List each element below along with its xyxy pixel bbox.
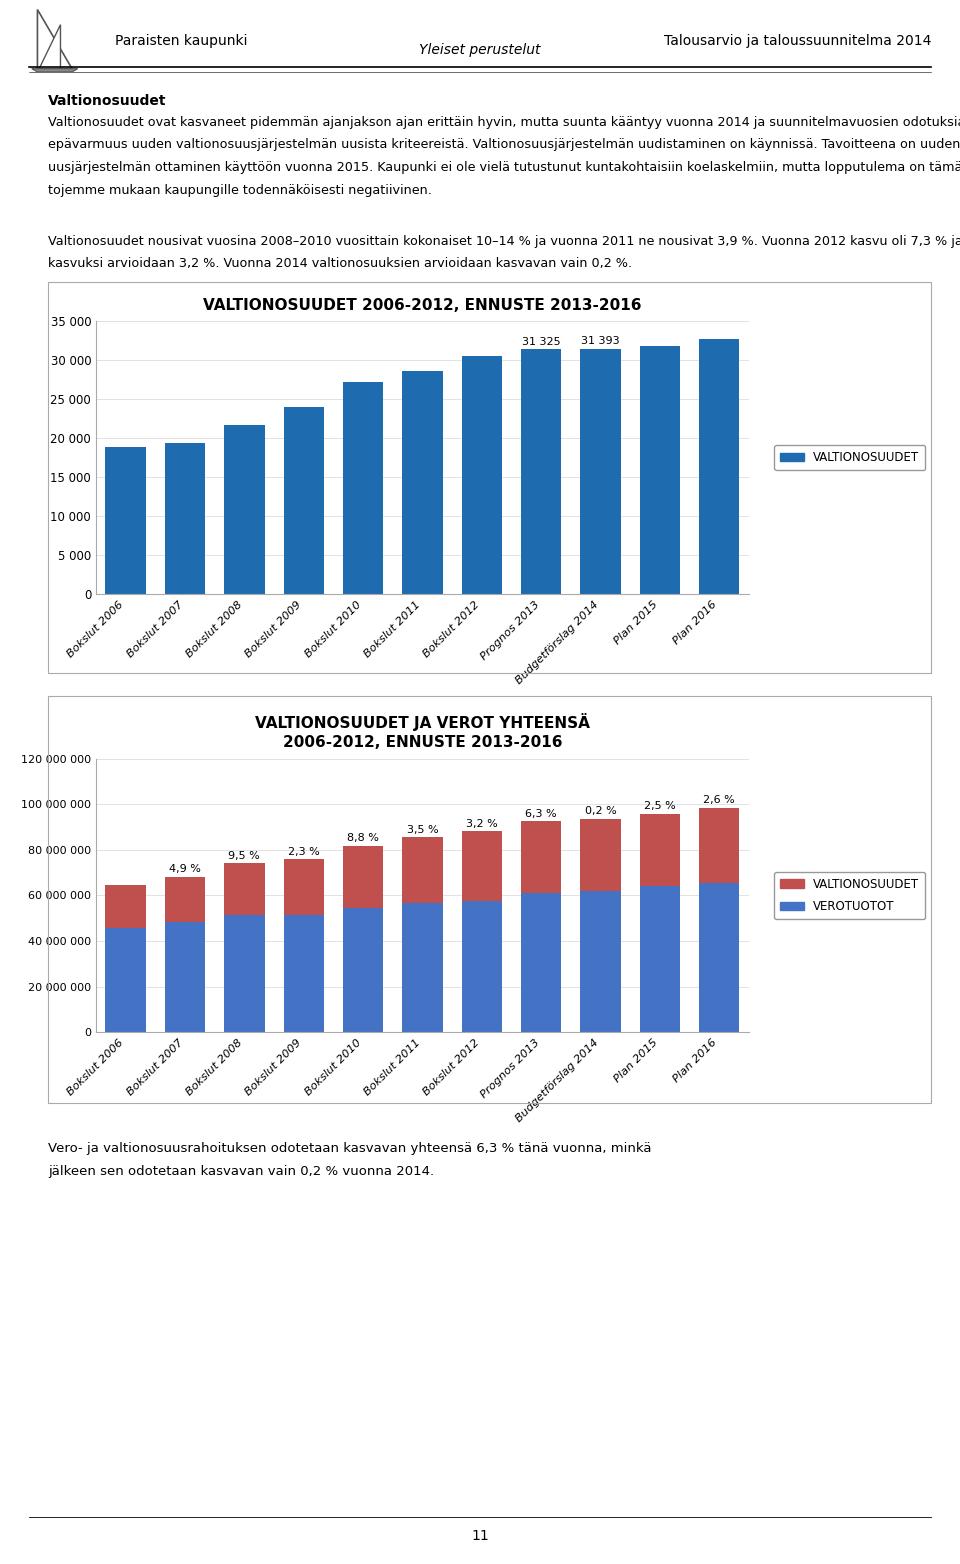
- Text: 8,8 %: 8,8 %: [348, 834, 379, 843]
- Bar: [580, 349, 620, 594]
- Bar: [165, 921, 205, 1032]
- Text: Yleiset perustelut: Yleiset perustelut: [420, 44, 540, 56]
- Text: 11: 11: [471, 1530, 489, 1542]
- Text: 6,3 %: 6,3 %: [525, 809, 557, 818]
- Text: 3,2 %: 3,2 %: [466, 818, 497, 829]
- Bar: [283, 859, 324, 915]
- Bar: [106, 447, 146, 594]
- Bar: [343, 382, 383, 594]
- Bar: [639, 887, 680, 1032]
- Bar: [580, 891, 620, 1032]
- Text: 9,5 %: 9,5 %: [228, 851, 260, 860]
- Text: Valtionosuudet ovat kasvaneet pidemmän ajanjakson ajan erittäin hyvin, mutta suu: Valtionosuudet ovat kasvaneet pidemmän a…: [48, 116, 960, 128]
- Text: 31 325: 31 325: [522, 336, 561, 347]
- Text: 0,2 %: 0,2 %: [585, 807, 616, 816]
- Text: 2,5 %: 2,5 %: [644, 801, 676, 810]
- Text: Valtionosuudet: Valtionosuudet: [48, 94, 166, 108]
- Bar: [402, 371, 443, 594]
- Text: Talousarvio ja taloussuunnitelma 2014: Talousarvio ja taloussuunnitelma 2014: [663, 34, 931, 47]
- Bar: [521, 349, 562, 594]
- Polygon shape: [37, 9, 72, 69]
- Bar: [165, 877, 205, 921]
- Bar: [165, 443, 205, 594]
- Bar: [106, 885, 146, 929]
- Bar: [225, 863, 265, 915]
- Legend: VALTIONOSUUDET, VEROTUOTOT: VALTIONOSUUDET, VEROTUOTOT: [775, 871, 925, 920]
- Text: Valtionosuudet nousivat vuosina 2008–2010 vuosittain kokonaiset 10–14 % ja vuonn: Valtionosuudet nousivat vuosina 2008–201…: [48, 235, 960, 247]
- Bar: [521, 821, 562, 893]
- Text: 31 393: 31 393: [581, 336, 620, 346]
- Bar: [402, 904, 443, 1032]
- Bar: [402, 837, 443, 904]
- Bar: [343, 909, 383, 1032]
- Bar: [699, 807, 739, 882]
- Bar: [283, 407, 324, 594]
- Text: Vero- ja valtionosuusrahoituksen odotetaan kasvavan yhteensä 6,3 % tänä vuonna, : Vero- ja valtionosuusrahoituksen odoteta…: [48, 1142, 652, 1154]
- Polygon shape: [39, 25, 60, 69]
- Text: jälkeen sen odotetaan kasvavan vain 0,2 % vuonna 2014.: jälkeen sen odotetaan kasvavan vain 0,2 …: [48, 1165, 434, 1178]
- Bar: [225, 915, 265, 1032]
- Text: Paraisten kaupunki: Paraisten kaupunki: [115, 34, 248, 47]
- Title: VALTIONOSUUDET 2006-2012, ENNUSTE 2013-2016: VALTIONOSUUDET 2006-2012, ENNUSTE 2013-2…: [204, 297, 641, 313]
- Bar: [521, 893, 562, 1032]
- Bar: [699, 882, 739, 1032]
- Bar: [106, 929, 146, 1032]
- Title: VALTIONOSUUDET JA VEROT YHTEENSÄ
2006-2012, ENNUSTE 2013-2016: VALTIONOSUUDET JA VEROT YHTEENSÄ 2006-20…: [255, 713, 589, 751]
- Polygon shape: [32, 69, 78, 72]
- Text: uusjärjestelmän ottaminen käyttöön vuonna 2015. Kaupunki ei ole vielä tutustunut: uusjärjestelmän ottaminen käyttöön vuonn…: [48, 161, 960, 174]
- Bar: [343, 846, 383, 909]
- Bar: [699, 339, 739, 594]
- Bar: [462, 901, 502, 1032]
- Bar: [283, 915, 324, 1032]
- Legend: VALTIONOSUUDET: VALTIONOSUUDET: [775, 446, 925, 469]
- Bar: [639, 347, 680, 594]
- Text: epävarmuus uuden valtionosuusjärjestelmän uusista kriteereistä. Valtionosuusjärj: epävarmuus uuden valtionosuusjärjestelmä…: [48, 138, 960, 152]
- Text: tojemme mukaan kaupungille todennäköisesti negatiivinen.: tojemme mukaan kaupungille todennäköises…: [48, 183, 432, 197]
- Bar: [639, 813, 680, 887]
- Bar: [580, 820, 620, 891]
- Text: 3,5 %: 3,5 %: [407, 824, 438, 835]
- Bar: [462, 832, 502, 901]
- Text: 2,6 %: 2,6 %: [704, 795, 735, 805]
- Bar: [225, 425, 265, 594]
- Text: 4,9 %: 4,9 %: [169, 863, 201, 874]
- Text: kasvuksi arvioidaan 3,2 %. Vuonna 2014 valtionosuuksien arvioidaan kasvavan vain: kasvuksi arvioidaan 3,2 %. Vuonna 2014 v…: [48, 256, 632, 271]
- Bar: [462, 357, 502, 594]
- Text: 2,3 %: 2,3 %: [288, 846, 320, 857]
